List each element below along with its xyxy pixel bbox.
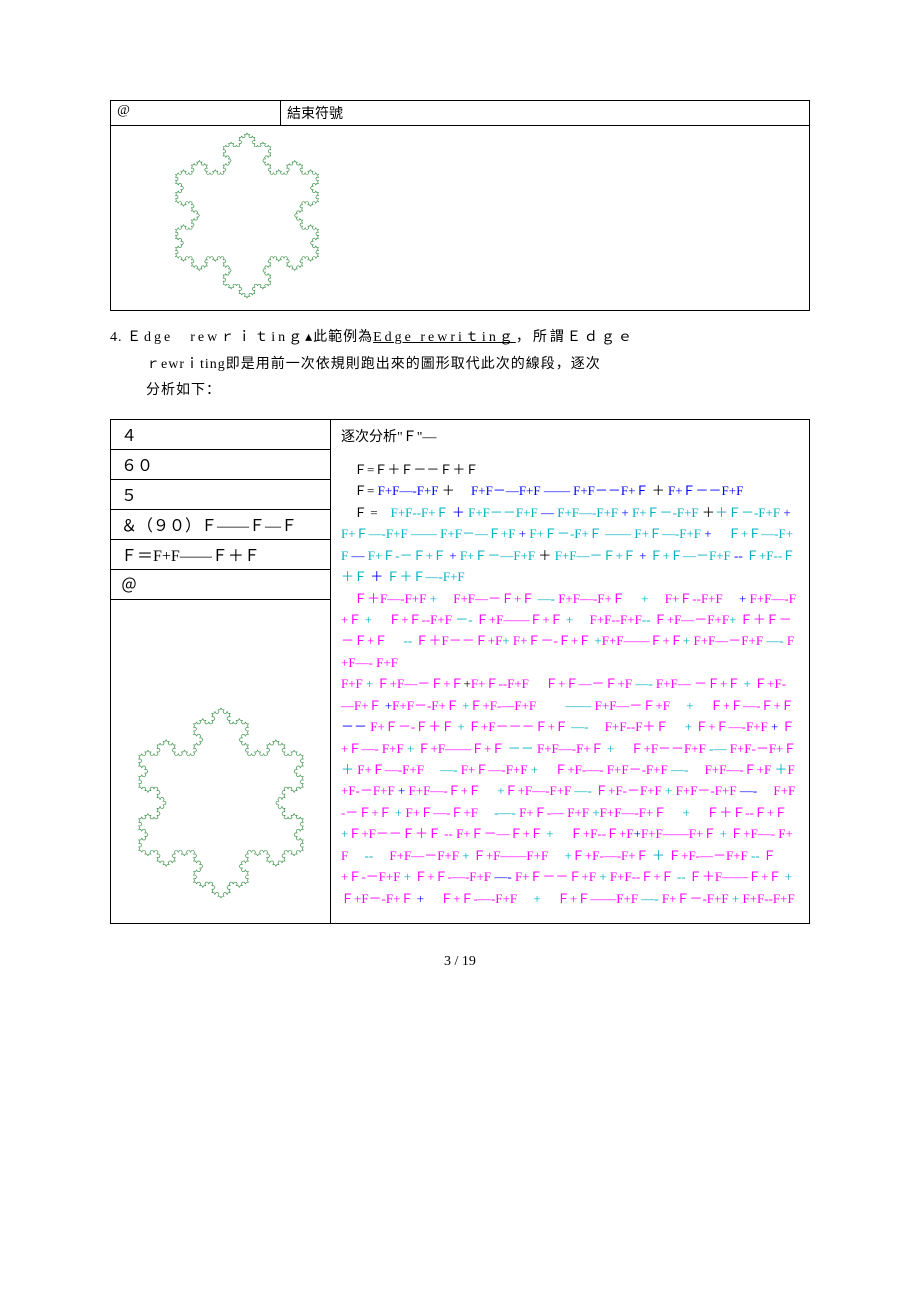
expansion-line-0: Ｆ=Ｆ＋Ｆ－－Ｆ＋Ｆ — [341, 459, 799, 480]
symbol-desc: 結束符號 — [281, 101, 810, 126]
rule-cell-4: Ｆ＝F+F――Ｆ＋Ｆ — [111, 540, 330, 570]
text-line2: ｒewrｉting即是用前一次依規則跑出來的圖形取代此次的線段，逐次 — [110, 357, 601, 372]
rule-cell-2: ５ — [111, 480, 330, 510]
page-number: 3 / 19 — [110, 954, 810, 970]
symbol-table: @ 結束符號 — [110, 100, 810, 311]
symbol-cell: @ — [111, 101, 281, 126]
rule-cell-3: ＆（９０）Ｆ――Ｆ―Ｆ — [111, 510, 330, 540]
koch-snowflake-icon — [121, 703, 321, 903]
expansion-line-3: Ｆ＋F―-F+F + F+F―－Ｆ+Ｆ ―- F+F―-F+Ｆ + F+Ｆ--F… — [341, 588, 799, 674]
expansion-line-4: F+F + Ｆ+F―－Ｆ+Ｆ+F+Ｆ--F+F Ｆ+Ｆ―－Ｆ+F ―- F+F―… — [341, 673, 799, 909]
text-line3: 分析如下： — [110, 383, 221, 398]
item-number: 4. — [110, 330, 123, 345]
expansion-column: 逐次分析"Ｆ"― Ｆ=Ｆ＋Ｆ－－Ｆ＋Ｆ Ｆ= F+F―-F+F ＋ F+F－―F… — [331, 420, 809, 923]
koch-figure-top — [111, 126, 810, 311]
text-2: ，所謂Ｅｄｇｅ — [516, 330, 635, 345]
analysis-table: ４６０５＆（９０）Ｆ――Ｆ―ＦＦ＝F+F――Ｆ＋Ｆ＠ 逐次分析"Ｆ"― Ｆ=Ｆ＋… — [110, 419, 810, 924]
text-1: 此範例為 — [313, 330, 373, 345]
expansion-line-2: Ｆ = F+F--F+Ｆ ＋ F+F－－F+F ― F+F―-F+F + F+Ｆ… — [341, 502, 799, 588]
paragraph-4: 4. Ｅdge rewｒｉｔinｇ▴此範例為Edge rewriｔinｇ，所謂Ｅ… — [110, 325, 810, 405]
bullet-icon: ▴ — [305, 330, 313, 345]
heading-edge-rewriting: Ｅdge rewｒｉｔinｇ — [127, 330, 305, 345]
underline-term: Edge rewriｔinｇ — [373, 330, 516, 345]
rule-cell-0: ４ — [111, 420, 330, 450]
expansion-line-1: Ｆ= F+F―-F+F ＋ F+F－―F+F ―― F+F－－F+Ｆ ＋ F+Ｆ… — [341, 480, 799, 501]
koch-snowflake-icon — [117, 128, 377, 303]
rule-cell-1: ６０ — [111, 450, 330, 480]
rule-cell-5: ＠ — [111, 570, 330, 600]
analysis-title: 逐次分析"Ｆ"― — [341, 426, 799, 449]
koch-figure-left — [111, 683, 330, 923]
rules-column: ４６０５＆（９０）Ｆ――Ｆ―ＦＦ＝F+F――Ｆ＋Ｆ＠ — [111, 420, 331, 923]
